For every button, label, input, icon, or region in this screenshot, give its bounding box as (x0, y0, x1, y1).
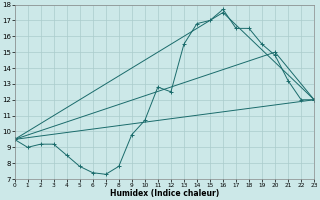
X-axis label: Humidex (Indice chaleur): Humidex (Indice chaleur) (110, 189, 219, 198)
